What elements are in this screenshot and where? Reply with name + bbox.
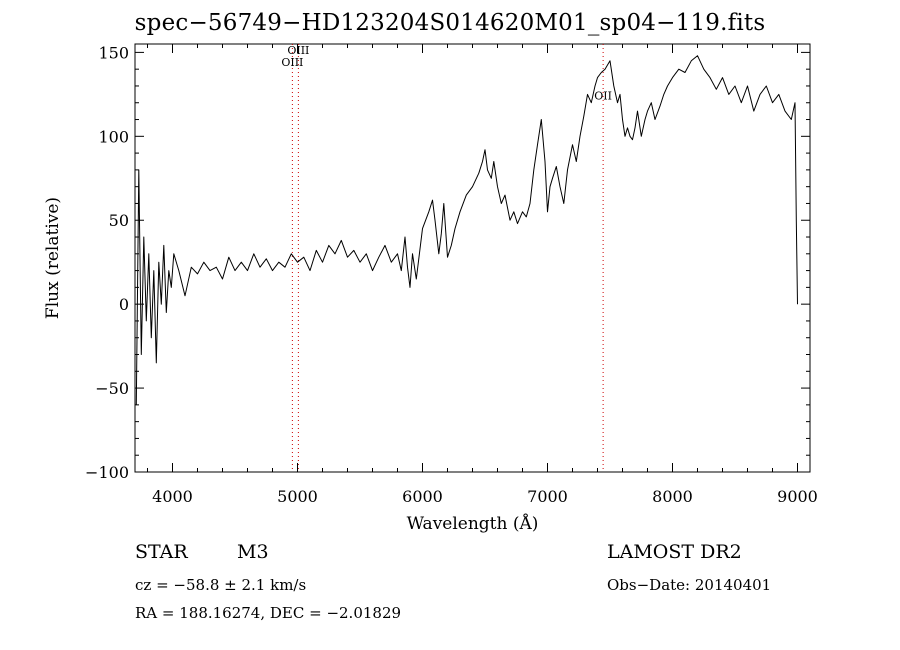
- chart-title: spec−56749−HD123204S014620M01_sp04−119.f…: [134, 10, 766, 36]
- y-tick-label: 150: [98, 43, 129, 62]
- x-tick-label: 5000: [277, 487, 318, 506]
- plot-frame: [134, 43, 811, 473]
- emission-line-label: OII: [594, 89, 612, 102]
- y-tick-label: 50: [109, 211, 129, 230]
- emission-line-label: OIII: [287, 44, 309, 57]
- x-tick-label: 4000: [152, 487, 193, 506]
- x-tick-label: 7000: [527, 487, 568, 506]
- y-tick-label: −50: [95, 379, 129, 398]
- spectrum-line: [135, 55, 798, 405]
- y-tick-label: 100: [98, 127, 129, 146]
- x-axis-label: Wavelength (Å): [407, 513, 539, 534]
- emission-line-label: OIII: [281, 56, 303, 69]
- x-tick-label: 8000: [652, 487, 693, 506]
- x-tick-label: 6000: [402, 487, 443, 506]
- tick-layer: 4000 5000 6000 7000 8000 9000 −100 −50 0 50 100 150: [85, 43, 818, 506]
- survey-label: LAMOST DR2: [607, 541, 742, 563]
- series-layer: [135, 55, 798, 405]
- y-axis-label: Flux (relative): [43, 197, 63, 319]
- cz-value: cz = −58.8 ± 2.1 km/s: [135, 576, 307, 594]
- y-tick-label: 0: [119, 295, 129, 314]
- y-tick-label: −100: [85, 463, 129, 482]
- ra-dec-value: RA = 188.16274, DEC = −2.01829: [135, 604, 402, 622]
- subclass-label: M3: [237, 541, 269, 563]
- x-tick-label: 9000: [777, 487, 818, 506]
- object-type-label: STAR: [135, 541, 188, 563]
- obs-date-value: Obs−Date: 20140401: [607, 576, 772, 594]
